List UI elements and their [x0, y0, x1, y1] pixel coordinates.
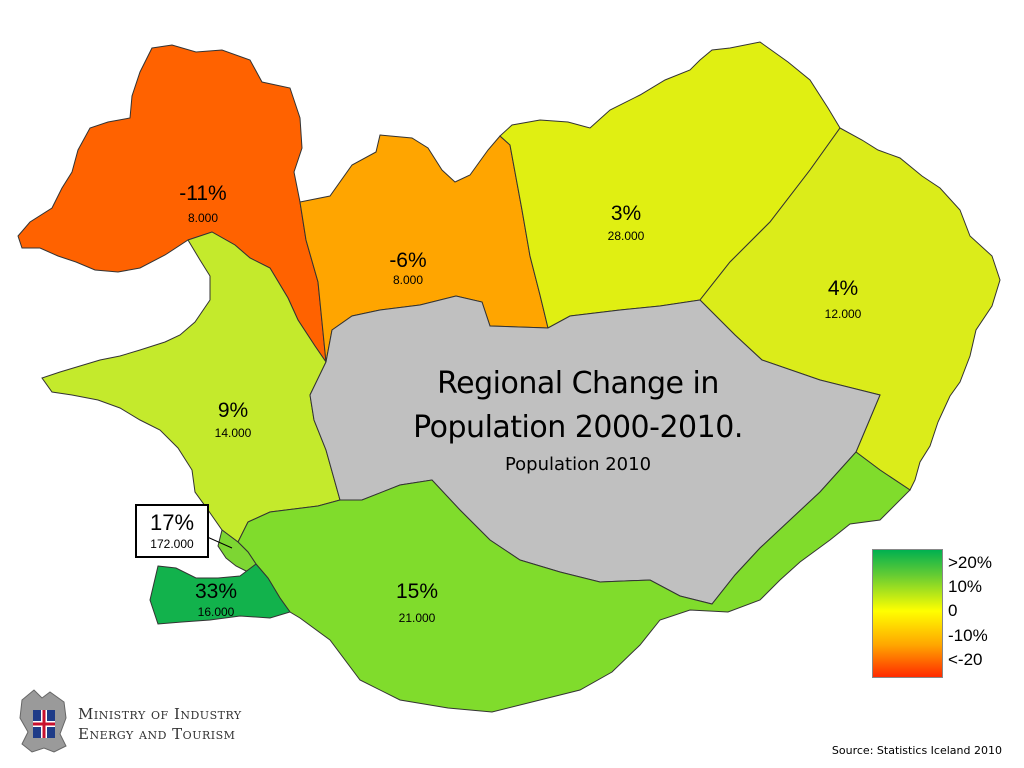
- label-northeast-change: 3%: [611, 202, 641, 225]
- label-south-change: 15%: [396, 580, 438, 603]
- capital-region-callout: 17% 172.000: [135, 504, 209, 558]
- label-northwest-change: -6%: [389, 249, 426, 272]
- ministry-logo: Ministry of Industry Energy and Tourism: [16, 688, 256, 758]
- label-capital-population: 172.000: [150, 537, 194, 551]
- label-northeast-population: 28.000: [608, 229, 645, 243]
- label-northwest-population: 8.000: [393, 273, 423, 287]
- label-south-population: 21.000: [399, 611, 436, 625]
- label-westfjords-population: 8.000: [188, 211, 218, 225]
- iceland-coat-of-arms-icon: [19, 689, 67, 753]
- label-east-population: 12.000: [825, 307, 862, 321]
- label-east-change: 4%: [828, 277, 858, 300]
- ministry-name-line2: Energy and Tourism: [78, 725, 236, 743]
- map-subtitle: Population 2010: [504, 454, 652, 475]
- source-note: Source: Statistics Iceland 2010: [831, 744, 1002, 757]
- region-west: [41, 231, 341, 543]
- label-capital-change: 17%: [149, 510, 195, 535]
- legend-label-0: 0: [948, 601, 958, 620]
- label-west-change: 9%: [218, 399, 248, 422]
- label-west-population: 14.000: [215, 426, 252, 440]
- map-title: Regional Change in Population 2000-2010.: [413, 366, 743, 445]
- region-southern-peninsula: [149, 563, 291, 625]
- legend-label-max: >20%: [948, 553, 992, 572]
- capital-leader-line: [204, 535, 233, 549]
- label-southern-peninsula-change: 33%: [195, 580, 237, 603]
- ministry-name-line1: Ministry of Industry: [78, 705, 242, 723]
- legend-color-scale: [872, 549, 943, 678]
- label-southern-peninsula-population: 16.000: [198, 605, 235, 619]
- legend-label-neg10: -10%: [948, 626, 988, 645]
- legend-label-min: <-20: [948, 650, 983, 669]
- legend-label-10: 10%: [948, 577, 983, 596]
- label-westfjords-change: -11%: [179, 182, 226, 205]
- region-northeast: [499, 41, 841, 329]
